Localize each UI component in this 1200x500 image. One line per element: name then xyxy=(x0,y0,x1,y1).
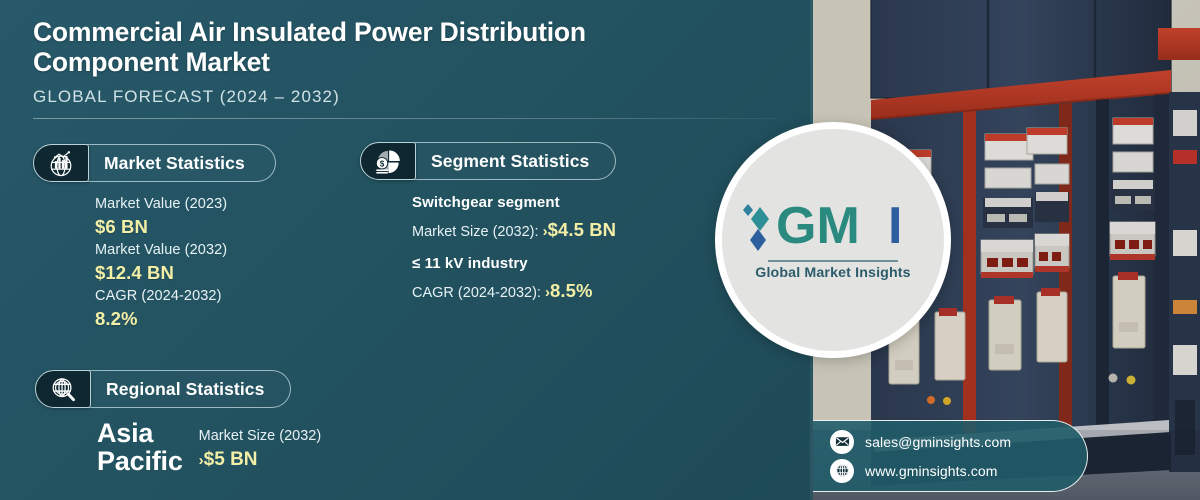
gmi-letters-i: I xyxy=(888,199,902,255)
globe-magnifier-glyph xyxy=(52,378,75,402)
region-metric: Market Size (2032) ›$5 BN xyxy=(199,426,322,475)
page-title: Commercial Air Insulated Power Distribut… xyxy=(33,17,586,77)
svg-text:$: $ xyxy=(380,159,385,168)
regional-statistics-label: Regional Statistics xyxy=(88,370,292,408)
pie-chart-dollar-icon: $ xyxy=(360,142,416,180)
gmi-diamond-icon xyxy=(743,204,769,252)
kv-industry-metric-label: CAGR (2024-2032): xyxy=(412,284,541,301)
globe-bar-chart-glyph xyxy=(50,151,72,177)
chevron-right-icon: › xyxy=(542,222,548,240)
switchgear-metric-label: Market Size (2032): xyxy=(412,223,539,240)
contact-email-row[interactable]: sales@gminsights.com xyxy=(830,429,1087,454)
kv-industry-metric: CAGR (2024-2032): ›8.5% xyxy=(412,276,760,306)
segment-statistics-section: $ Segment Statistics Switchgear segment … xyxy=(360,142,760,305)
contact-bar: sales@gminsights.com www.gminsights.com xyxy=(813,420,1088,492)
content-panel: Commercial Air Insulated Power Distribut… xyxy=(0,0,813,500)
gmi-letters: GM I xyxy=(776,199,902,255)
segment-statistics-header: $ Segment Statistics xyxy=(360,142,760,180)
switchgear-segment-metric: Market Size (2032): ›$4.5 BN xyxy=(412,215,760,245)
market-value-2023-label: Market Value (2023) xyxy=(95,196,228,212)
header-block: Commercial Air Insulated Power Distribut… xyxy=(33,17,733,107)
regional-statistics-body: Asia Pacific Market Size (2032) ›$5 BN xyxy=(35,418,435,476)
gmi-logo-mark: GM I xyxy=(740,199,926,255)
contact-website-text[interactable]: www.gminsights.com xyxy=(865,462,998,479)
page-subtitle: GLOBAL FORECAST (2024 – 2032) xyxy=(33,87,340,107)
header-divider xyxy=(33,118,778,119)
kv-industry-metric-value: 8.5% xyxy=(549,279,593,301)
regional-statistics-section: Regional Statistics Asia Pacific Market … xyxy=(35,370,435,475)
market-statistics-section: Market Statistics Market Value (2023) $6… xyxy=(33,144,393,332)
globe-bar-chart-icon xyxy=(33,144,89,182)
region-name-line2: Pacific xyxy=(97,445,183,476)
contact-website-row[interactable]: www.gminsights.com xyxy=(830,458,1087,483)
globe-magnifier-icon xyxy=(35,370,91,408)
market-value-2023-value: $6 BN xyxy=(95,216,148,238)
envelope-icon xyxy=(830,429,854,454)
region-name: Asia Pacific xyxy=(97,418,183,476)
cagr-label: CAGR (2024-2032) xyxy=(95,287,222,304)
globe-glyph xyxy=(835,464,849,477)
switchgear-segment-name: Switchgear segment xyxy=(412,194,560,211)
market-statistics-body: Market Value (2023) $6 BN Market Value (… xyxy=(33,194,393,332)
switchgear-metric-value: $4.5 BN xyxy=(547,218,617,240)
region-metric-value-wrap: ›$5 BN xyxy=(199,447,322,473)
segment-statistics-body: Switchgear segment Market Size (2032): ›… xyxy=(360,192,760,305)
market-statistics-header: Market Statistics xyxy=(33,144,393,182)
cagr-value: 8.2% xyxy=(95,307,138,329)
region-metric-label: Market Size (2032) xyxy=(198,428,322,445)
chevron-right-icon: › xyxy=(198,452,204,470)
gmi-logo-badge: GM I Global Market Insights xyxy=(715,122,951,358)
logo-tagline: Global Market Insights xyxy=(755,264,911,281)
regional-statistics-header: Regional Statistics xyxy=(35,370,435,408)
chevron-right-icon: › xyxy=(544,283,550,301)
spacer xyxy=(412,244,760,253)
logo-divider xyxy=(768,260,898,262)
market-value-2032-label: Market Value (2032) xyxy=(95,241,228,258)
market-statistics-label: Market Statistics xyxy=(86,144,276,182)
segment-statistics-label: Segment Statistics xyxy=(413,142,617,180)
pie-chart-dollar-glyph: $ xyxy=(375,150,400,174)
kv-industry-name: ≤ 11 kV industry xyxy=(412,255,528,273)
envelope-glyph xyxy=(835,437,849,446)
globe-icon xyxy=(830,458,854,483)
contact-email-text[interactable]: sales@gminsights.com xyxy=(865,433,1012,450)
gmi-letters-gm: GM xyxy=(776,199,860,255)
region-name-line1: Asia xyxy=(97,418,154,448)
region-metric-value: $5 BN xyxy=(203,449,258,471)
market-value-2032-value: $12.4 BN xyxy=(95,262,174,283)
